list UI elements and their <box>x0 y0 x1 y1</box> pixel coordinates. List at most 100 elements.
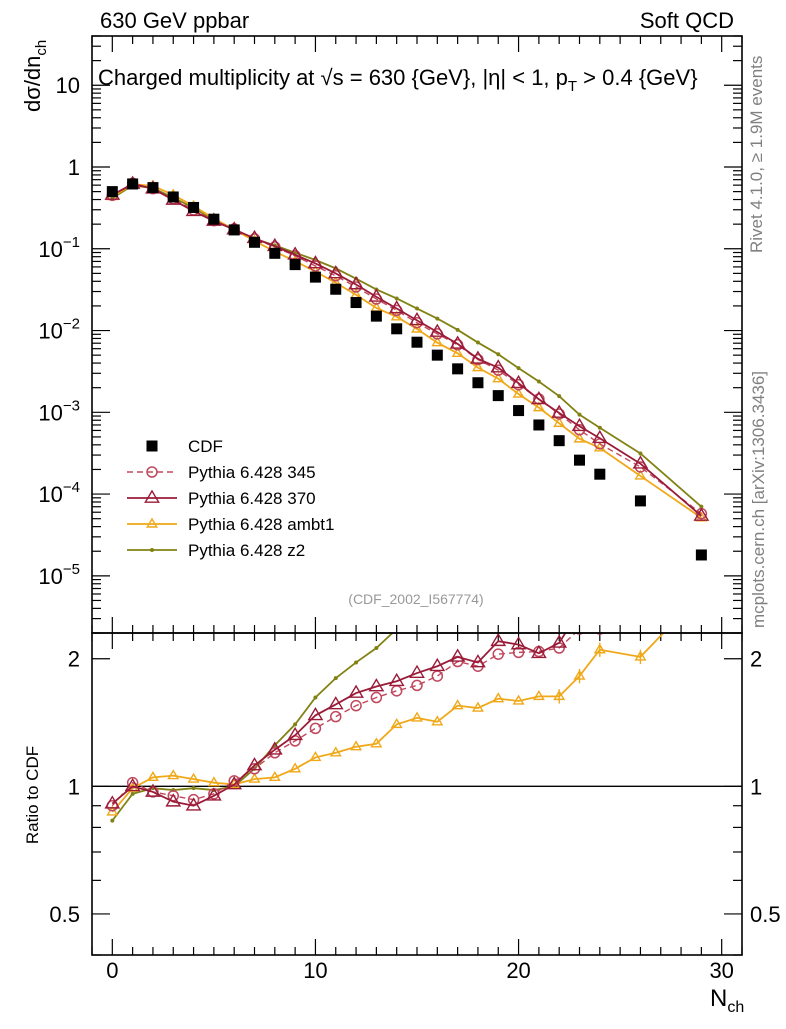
y-tick-label: 1 <box>68 155 80 180</box>
legend-label-ambt1: Pythia 6.428 ambt1 <box>188 515 334 534</box>
ratio-point-ambt1 <box>207 776 220 787</box>
main-point-cdf <box>269 247 281 259</box>
ratio-point-p345 <box>187 793 200 806</box>
ratio-point-z2 <box>110 818 115 823</box>
main-point-cdf <box>472 377 484 389</box>
ratio-point-ambt1 <box>634 650 647 661</box>
main-point-cdf <box>391 323 403 335</box>
ratio-point-p345 <box>431 670 444 682</box>
ratio-point-p370 <box>470 654 486 668</box>
ratio-point-p370 <box>368 678 385 692</box>
main-line-ambt1 <box>111 183 702 519</box>
x-tick-label: 10 <box>303 958 327 983</box>
ratio-point-ambt1 <box>492 692 505 703</box>
main-point-ambt1 <box>492 372 505 383</box>
ratio-point-p345 <box>330 710 342 723</box>
main-point-ambt1 <box>573 432 586 443</box>
legend-label-z2: Pythia 6.428 z2 <box>188 541 305 560</box>
ratio-point-p345 <box>126 776 139 789</box>
main-point-cdf <box>350 297 362 309</box>
ratio-line-ambt1 <box>111 633 665 813</box>
ratio-point-p370 <box>287 726 304 741</box>
ratio-point-z2 <box>354 660 359 665</box>
main-point-cdf <box>411 336 423 348</box>
ratio-point-p370 <box>551 634 568 648</box>
y-axis-label: dσ/dnch <box>20 40 50 112</box>
y-tick-label: 10−3 <box>38 397 80 425</box>
ratio-point-z2 <box>333 676 338 681</box>
ratio-point-ambt1 <box>187 772 200 783</box>
ratio-y-tick-label-right: 2 <box>750 647 762 672</box>
legend: CDF Pythia 6.428 345 Pythia 6.428 370 Pythi… <box>127 437 334 560</box>
ratio-point-ambt1 <box>411 711 423 722</box>
main-point-cdf <box>127 178 139 190</box>
analysis-id: (CDF_2002_I567774) <box>348 591 483 607</box>
main-point-cdf <box>533 419 545 431</box>
main-point-cdf <box>695 549 707 561</box>
legend-label-p370: Pythia 6.428 370 <box>188 489 316 508</box>
ratio-point-p370 <box>165 793 182 807</box>
ratio-point-z2 <box>638 539 642 543</box>
ratio-point-p370 <box>490 633 507 647</box>
main-point-p370 <box>693 507 710 521</box>
ratio-point-p370 <box>266 741 283 755</box>
ratio-point-p345 <box>370 691 383 704</box>
ratio-point-p345 <box>575 633 584 635</box>
ratio-point-ambt1 <box>309 751 322 762</box>
main-point-cdf <box>188 201 200 213</box>
main-point-p370 <box>449 335 466 349</box>
ratio-point-ambt1 <box>248 772 261 783</box>
main-point-p370 <box>510 374 527 389</box>
ratio-y-tick-label: 2 <box>68 647 80 672</box>
ratio-point-ambt1 <box>146 770 159 782</box>
ratio-point-z2 <box>598 543 602 547</box>
ratio-point-ambt1 <box>350 740 363 751</box>
main-point-p370 <box>327 265 344 279</box>
y-axis-label-main: dσ/dn <box>20 56 45 112</box>
ratio-point-p345 <box>147 786 159 798</box>
ratio-point-p370 <box>124 777 141 792</box>
main-point-cdf <box>513 405 525 417</box>
main-line-z2 <box>111 184 702 508</box>
ratio-point-z2 <box>191 786 196 791</box>
main-point-z2 <box>597 425 602 430</box>
legend-marker-cdf <box>146 440 158 452</box>
ratio-point-p370 <box>327 696 344 710</box>
ratio-point-ambt1 <box>471 701 484 712</box>
main-point-ambt1 <box>471 361 484 372</box>
y-tick-label: 10−2 <box>38 316 80 344</box>
main-point-z2 <box>475 340 480 345</box>
ratio-point-z2 <box>415 610 419 614</box>
main-point-z2 <box>557 394 562 399</box>
ratio-point-p345 <box>512 646 525 659</box>
main-point-z2 <box>455 327 460 332</box>
main-point-p370 <box>368 288 385 302</box>
legend-label-cdf: CDF <box>188 437 223 456</box>
ratio-point-p370 <box>593 593 606 604</box>
main-point-p370 <box>409 311 425 326</box>
main-point-ambt1 <box>411 322 423 333</box>
plot-title-sub: T <box>568 78 577 95</box>
ratio-point-p345 <box>635 605 645 615</box>
plot-title-part-c: > 0.4 {GeV} <box>577 65 697 90</box>
main-point-p370 <box>551 404 568 418</box>
ratio-point-ambt1 <box>532 690 545 701</box>
mcplots-note: mcplots.cern.ch [arXiv:1306.3436] <box>749 371 768 628</box>
tick-labels: 0 10 20 30 10−5 10−4 10−3 10−2 10−1 1 10 0.5 0.5 1 1 2 2 <box>38 73 780 983</box>
ratio-point-p345 <box>390 685 403 697</box>
plot-title-part-a: Charged multiplicity at <box>98 65 321 90</box>
main-point-cdf <box>594 468 606 480</box>
main-point-ambt1 <box>451 346 464 357</box>
main-point-ambt1 <box>553 416 566 428</box>
ratio-point-p345 <box>696 567 706 577</box>
y-tick-label: 10 <box>56 73 80 98</box>
main-point-z2 <box>415 306 419 311</box>
main-point-cdf <box>228 224 240 236</box>
ratio-point-p370 <box>510 636 527 650</box>
ratio-point-p345 <box>248 763 261 775</box>
main-point-cdf <box>289 259 301 271</box>
ratio-point-z2 <box>557 554 561 558</box>
main-point-ambt1 <box>634 469 647 480</box>
main-point-p370 <box>307 255 324 269</box>
